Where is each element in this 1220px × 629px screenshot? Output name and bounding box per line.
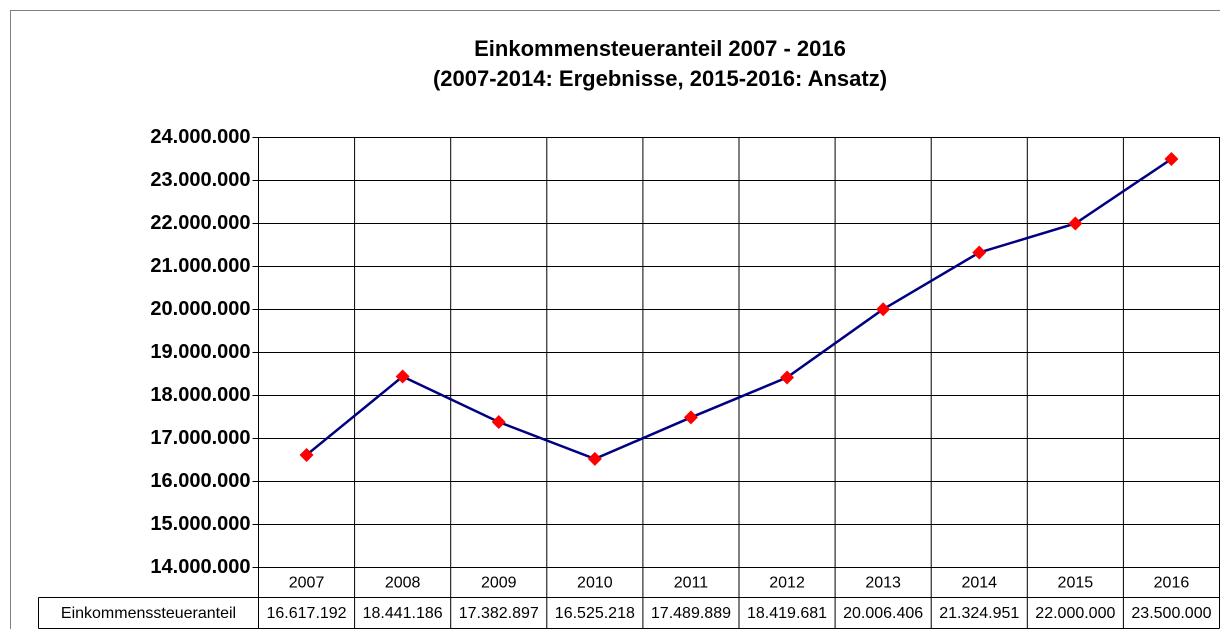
- y-tick-label: 20.000.000: [150, 298, 250, 320]
- chart-title: Einkommensteueranteil 2007 - 2016: [474, 36, 846, 61]
- y-tick-label: 19.000.000: [150, 341, 250, 363]
- table-value: 18.441.186: [363, 605, 443, 622]
- y-tick-label: 16.000.000: [150, 470, 250, 492]
- table-value: 16.525.218: [555, 605, 635, 622]
- table-value: 17.382.897: [459, 605, 539, 622]
- x-tick-label: 2008: [385, 575, 421, 592]
- marker: [299, 447, 314, 462]
- marker: [1164, 152, 1179, 166]
- x-tick-label: 2014: [961, 575, 997, 592]
- chart-subtitle: (2007-2014: Ergebnisse, 2015-2016: Ansat…: [433, 66, 887, 91]
- table-value: 20.006.406: [843, 605, 923, 622]
- series-line: [305, 157, 1173, 461]
- x-tick-label: 2007: [289, 575, 325, 592]
- x-tick-label: 2015: [1058, 575, 1094, 592]
- y-tick-label: 21.000.000: [150, 255, 250, 277]
- marker: [876, 302, 891, 317]
- marker: [395, 369, 410, 384]
- table-value: 17.489.889: [651, 605, 731, 622]
- y-tick-label: 23.000.000: [150, 169, 250, 191]
- table-value: 22.000.000: [1035, 605, 1115, 622]
- x-tick-label: 2011: [674, 575, 709, 592]
- table-value: 23.500.000: [1131, 605, 1211, 622]
- y-tick-label: 22.000.000: [150, 212, 250, 234]
- y-tick-label: 24.000.000: [150, 126, 250, 148]
- marker: [780, 370, 795, 385]
- marker: [972, 245, 987, 260]
- legend-label: Einkommenssteueranteil: [61, 605, 236, 622]
- marker: [491, 415, 506, 430]
- x-tick-label: 2009: [481, 575, 517, 592]
- x-tick-label: 2016: [1154, 575, 1190, 592]
- x-tick-label: 2010: [577, 575, 613, 592]
- table-value: 18.419.681: [747, 605, 827, 622]
- marker: [1068, 216, 1083, 231]
- y-tick-label: 15.000.000: [150, 513, 250, 535]
- table-value: 21.324.951: [939, 605, 1019, 622]
- marker: [587, 451, 602, 466]
- y-tick-label: 14.000.000: [150, 556, 250, 578]
- table-value: 16.617.192: [267, 605, 347, 622]
- marker: [683, 410, 698, 425]
- y-tick-label: 17.000.000: [150, 427, 250, 449]
- x-tick-label: 2012: [769, 575, 805, 592]
- x-tick-label: 2013: [865, 575, 901, 592]
- y-tick-label: 18.000.000: [150, 384, 250, 406]
